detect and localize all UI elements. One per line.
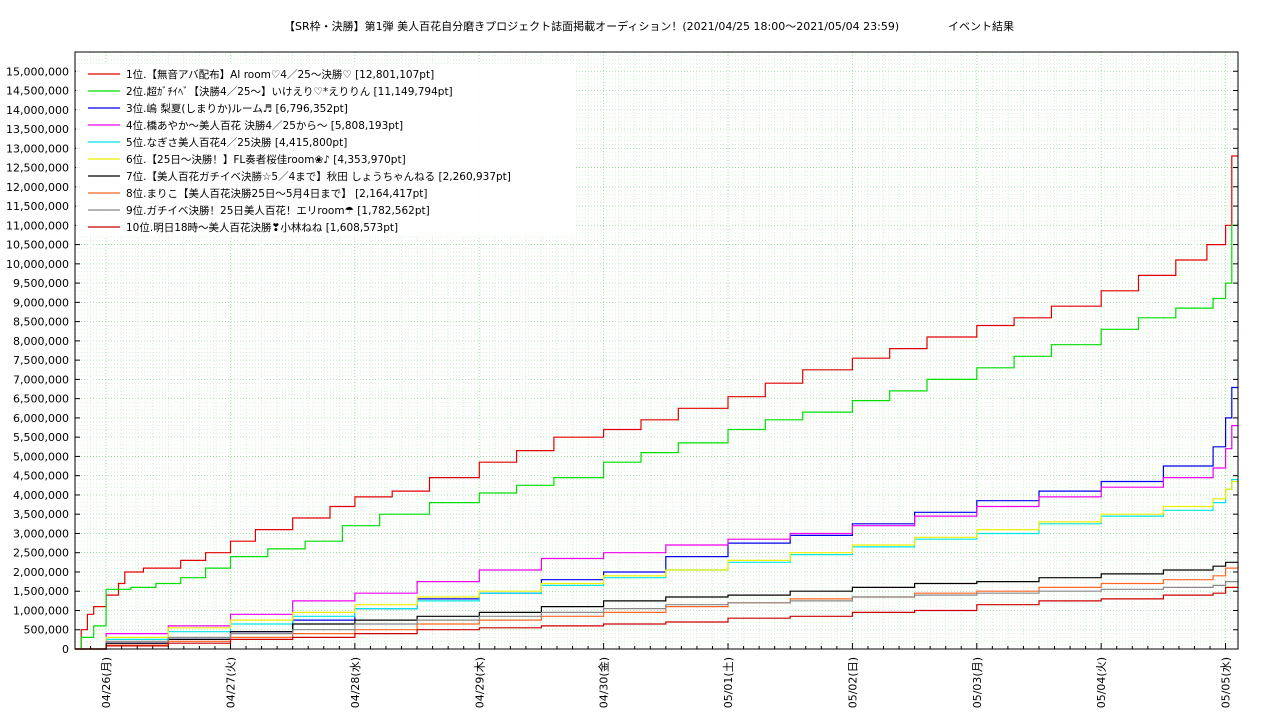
legend-entry-5: 5位.なぎさ美人百花4／25決勝 [4,415,800pt] [126,136,347,149]
legend-entry-1: 1位.【無音アバ配布】AI room♡4／25〜決勝♡ [12,801,107p… [126,68,434,81]
y-tick-label: 3,500,000 [13,508,69,521]
series-line-1 [75,155,1238,650]
y-tick-label: 14,500,000 [6,85,69,98]
series-line-10 [75,586,1239,650]
x-tick-label: 04/30(金) [597,657,611,708]
y-tick-label: 7,500,000 [13,354,69,367]
series-line-9 [75,580,1239,650]
x-tick-label: 04/28(水) [349,657,362,708]
legend-entry-2: 2位.超ｶﾞﾁｲﾍﾞ【決勝4／25〜】いけえり♡*えりりん [11,149,79… [126,85,453,98]
y-tick-label: 11,000,000 [6,219,69,232]
series-line-4 [75,425,1239,650]
y-tick-label: 4,500,000 [13,470,69,483]
x-tick-label: 05/01(土) [722,657,735,708]
legend-entry-3: 3位.嶋 梨夏(しまりか)ルーム♬ [6,796,352pt] [126,102,348,115]
y-tick-label: 2,000,000 [13,566,69,579]
y-tick-label: 8,000,000 [13,335,69,348]
y-tick-label: 7,000,000 [13,373,69,386]
chart-title: 【SR枠・決勝】第1弾 美人百花自分磨きプロジェクト誌面掲載オーディション！(2… [284,19,899,33]
y-tick-label: 13,000,000 [6,142,69,155]
y-tick-label: 10,500,000 [6,239,69,252]
y-tick-label: 2,500,000 [13,547,69,560]
x-axis: 04/26(月) 04/27(火) 04/28(水) 04/29(木) 04/30(金)… [74,643,1233,708]
legend-entry-10: 10位.明日18時〜美人百花決勝❣小林ねね [1,608,573pt] [126,221,398,234]
series-line-6 [75,480,1239,650]
legend: 1位.【無音アバ配布】AI room♡4／25〜決勝♡ [12,801,107p… [76,64,576,236]
plot-frame [74,51,1239,650]
y-tick-label: 11,500,000 [6,200,69,213]
legend-entry-4: 4位.橋あやか～美人百花 決勝4／25から～ [5,808,193pt] [126,119,403,132]
legend-background [76,64,576,236]
y-tick-label: 3,000,000 [13,527,69,540]
x-tick-label: 05/04(火) [1095,657,1108,708]
x-tick-label: 05/02(日) [846,657,859,708]
y-tick-label: 10,000,000 [6,258,69,271]
y-tick-label: 0 [62,643,69,656]
chart-subtitle: イベント結果 [948,19,1014,33]
y-tick-label: 500,000 [24,624,70,637]
y-tick-label: 15,000,000 [6,65,69,78]
series-lines [75,155,1239,650]
y-tick-label: 4,000,000 [13,489,69,502]
y-tick-label: 1,500,000 [13,585,69,598]
y-tick-label: 6,500,000 [13,393,69,406]
legend-entry-6: 6位.【25日〜決勝！】FL奏者桜佳room❀♪ [4,353,970pt] [126,153,406,166]
y-tick-label: 5,000,000 [13,450,69,463]
y-tick-label: 13,500,000 [6,123,69,136]
y-tick-label: 14,000,000 [6,104,69,117]
x-tick-label: 04/26(月) [100,657,113,708]
x-tick-label: 05/03(月) [971,657,984,708]
y-tick-label: 1,000,000 [13,604,69,617]
legend-entry-7: 7位.【美人百花ガチイベ決勝☆5／4まで】秋田 しょうちゃんねる [2,260,… [126,170,511,183]
y-tick-label: 6,000,000 [13,412,69,425]
y-tick-label: 9,000,000 [13,296,69,309]
legend-entry-8: 8位.まりこ【美人百花決勝25日〜5月4日まで】 [2,164,417pt] [126,187,428,200]
y-tick-label: 9,500,000 [13,277,69,290]
x-tick-label: 05/05(水) [1220,657,1233,708]
y-tick-label: 8,500,000 [13,316,69,329]
y-tick-label: 5,500,000 [13,431,69,444]
y-tick-label: 12,500,000 [6,162,69,175]
x-tick-label: 04/29(木) [473,657,486,708]
legend-entry-9: 9位.ガチイベ決勝！25日美人百花！エリroom☂ [1,782,562pt] [126,204,430,217]
series-line-2 [75,219,1239,650]
x-tick-label: 04/27(火) [224,657,237,708]
y-tick-label: 12,000,000 [6,181,69,194]
